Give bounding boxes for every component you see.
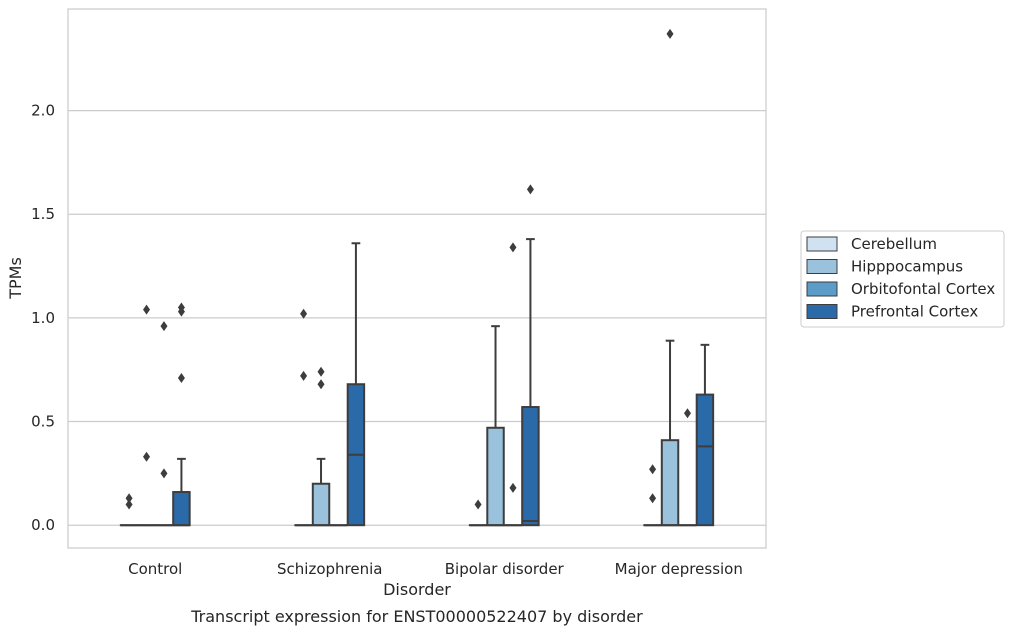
outlier-point [160,321,168,332]
box-hipppocampus-control [137,304,156,527]
y-tick-label: 0.0 [31,516,55,534]
box-cerebellum-bipolar-disorder [468,499,488,527]
x-axis-title: Disorder [383,580,451,599]
outlier-point [666,28,674,39]
outlier-point [300,370,308,381]
outlier-point [649,493,657,504]
box-layer [119,28,715,527]
outlier-point [509,482,517,493]
x-tick-labels: Control Schizophrenia Bipolar disorder Majo… [128,560,743,578]
box-prefrontal-cortex-control [172,302,191,527]
box-cerebellum-major-depression [643,464,662,527]
outlier-point [317,379,325,390]
legend-swatch-orbitofontal-cortex [806,281,838,297]
outlier-point [143,304,151,315]
legend-swatch-cerebellum [806,236,838,252]
box-body [486,426,505,527]
outlier-point [649,464,657,475]
legend-frame [800,230,1005,328]
box-cerebellum-schizophrenia [294,308,313,527]
legend-label-prefrontal-cortex: Prefrontal Cortex [851,303,978,321]
box-body [695,393,715,527]
box-hipppocampus-bipolar-disorder [486,325,505,527]
outlier-point [300,308,308,319]
box-body [172,491,191,527]
box-prefrontal-cortex-major-depression [695,343,715,527]
outlier-point [143,451,151,462]
legend-items: Cerebellum Hipppocampus Orbitofontal Corte… [806,235,995,321]
legend-label-cerebellum: Cerebellum [851,235,937,253]
y-axis-title: TPMs [6,257,25,300]
chart-caption: Transcript expression for ENST0000052240… [190,607,643,626]
outlier-point [474,499,482,510]
x-tick-label-major-depression: Major depression [615,560,743,578]
y-tick-label: 2.0 [31,102,55,120]
outlier-point [125,493,133,504]
box-orbitofontal-cortex-control [154,321,174,527]
outlier-point [125,499,133,510]
legend-label-hipppocampus: Hipppocampus [851,258,963,276]
plot-frame [67,8,767,549]
outlier-point [509,242,517,253]
x-tick-label-bipolar-disorder: Bipolar disorder [445,560,565,578]
legend-swatch-hipppocampus [806,259,838,274]
legend-label-orbitofontal-cortex: Orbitofontal Cortex [851,280,995,298]
box-prefrontal-cortex-schizophrenia [346,242,366,527]
box-hipppocampus-major-depression [660,28,680,527]
outlier-point [683,408,691,419]
y-tick-label: 1.5 [31,205,55,223]
legend: Cerebellum Hipppocampus Orbitofontal Corte… [800,230,1005,328]
box-orbitofontal-cortex-major-depression [678,408,697,527]
box-body [521,406,540,527]
y-tick-labels: 0.0 0.5 1.0 1.5 2.0 [31,102,55,535]
outlier-point [317,366,325,377]
box-cerebellum-control [119,493,139,527]
x-tick-label-schizophrenia: Schizophrenia [277,560,382,578]
box-hipppocampus-schizophrenia [311,366,331,527]
legend-swatch-prefrontal-cortex [806,304,838,319]
box-prefrontal-cortex-bipolar-disorder [521,184,540,527]
y-tick-label: 0.5 [31,413,55,431]
x-tick-label-control: Control [128,560,182,578]
outlier-point [526,184,534,195]
outlier-point [160,468,168,479]
box-body [660,439,680,527]
outlier-point [177,373,185,384]
box-body [311,482,331,527]
outlier-point [177,302,185,313]
box-orbitofontal-cortex-bipolar-disorder [503,242,523,527]
y-tick-label: 1.0 [31,309,55,327]
